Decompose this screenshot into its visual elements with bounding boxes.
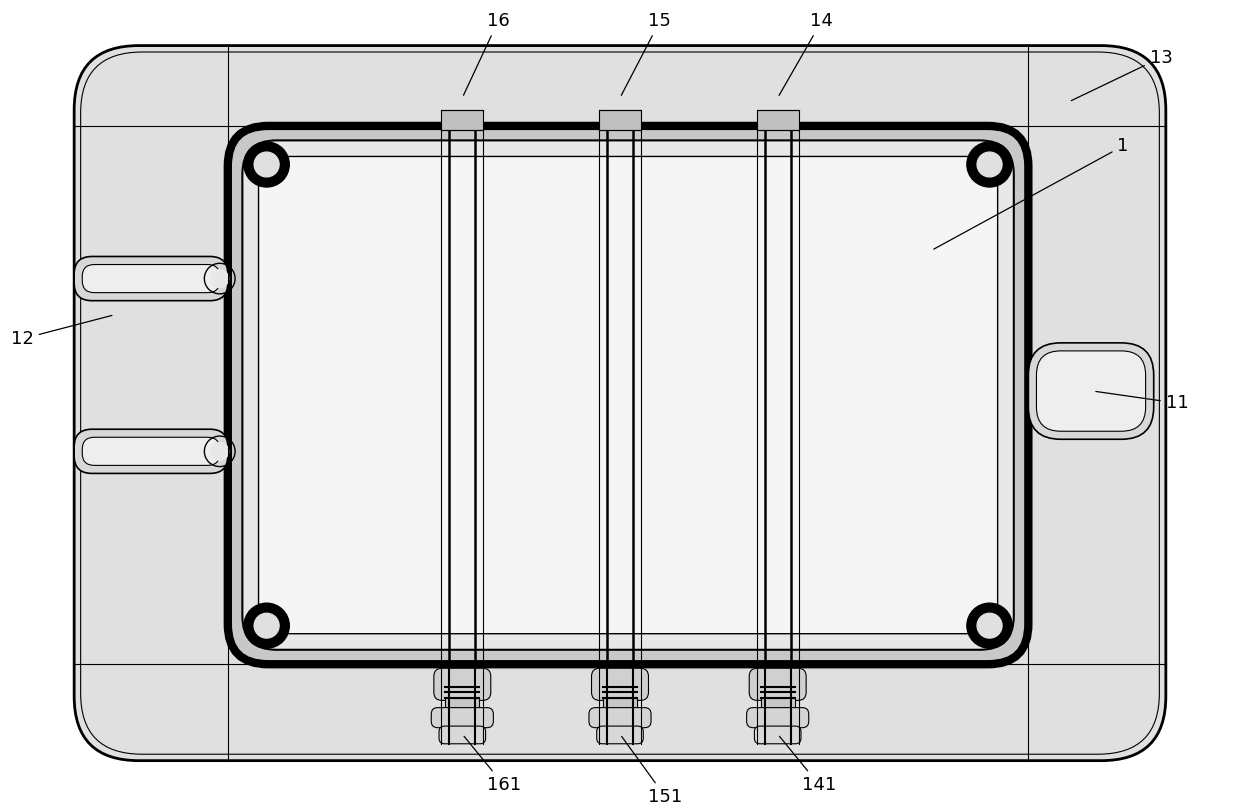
Text: 161: 161	[464, 736, 521, 794]
Bar	[599, 110, 641, 130]
FancyBboxPatch shape	[749, 668, 806, 701]
FancyBboxPatch shape	[82, 437, 219, 465]
Circle shape	[254, 152, 279, 177]
FancyBboxPatch shape	[258, 156, 998, 633]
FancyBboxPatch shape	[746, 708, 808, 728]
Bar	[603, 698, 637, 710]
Circle shape	[211, 443, 228, 460]
FancyBboxPatch shape	[74, 45, 1166, 760]
Bar	[761, 698, 795, 710]
FancyBboxPatch shape	[432, 708, 494, 728]
FancyBboxPatch shape	[1028, 343, 1153, 439]
FancyBboxPatch shape	[228, 126, 1028, 664]
FancyBboxPatch shape	[1037, 351, 1146, 431]
Text: 12: 12	[11, 316, 112, 348]
Text: 141: 141	[780, 736, 836, 794]
Text: 11: 11	[1096, 392, 1189, 412]
Circle shape	[967, 142, 1012, 187]
Text: 16: 16	[464, 12, 510, 95]
Bar	[756, 110, 799, 130]
Bar	[445, 698, 479, 710]
Text: 15: 15	[621, 12, 671, 95]
Circle shape	[967, 604, 1012, 648]
Circle shape	[244, 142, 289, 187]
FancyBboxPatch shape	[596, 726, 644, 743]
Circle shape	[254, 613, 279, 638]
Circle shape	[244, 604, 289, 648]
FancyBboxPatch shape	[589, 708, 651, 728]
FancyBboxPatch shape	[591, 668, 649, 701]
Text: 151: 151	[621, 736, 682, 806]
Circle shape	[977, 152, 1002, 177]
Text: 13: 13	[1071, 49, 1173, 100]
Text: 1: 1	[934, 137, 1128, 249]
FancyBboxPatch shape	[434, 668, 491, 701]
Bar	[441, 110, 484, 130]
Circle shape	[977, 613, 1002, 638]
Text: 14: 14	[779, 12, 833, 95]
FancyBboxPatch shape	[242, 141, 1014, 650]
FancyBboxPatch shape	[74, 256, 228, 301]
FancyBboxPatch shape	[74, 430, 228, 473]
FancyBboxPatch shape	[82, 265, 219, 293]
FancyBboxPatch shape	[754, 726, 801, 743]
Circle shape	[211, 269, 228, 287]
FancyBboxPatch shape	[439, 726, 486, 743]
